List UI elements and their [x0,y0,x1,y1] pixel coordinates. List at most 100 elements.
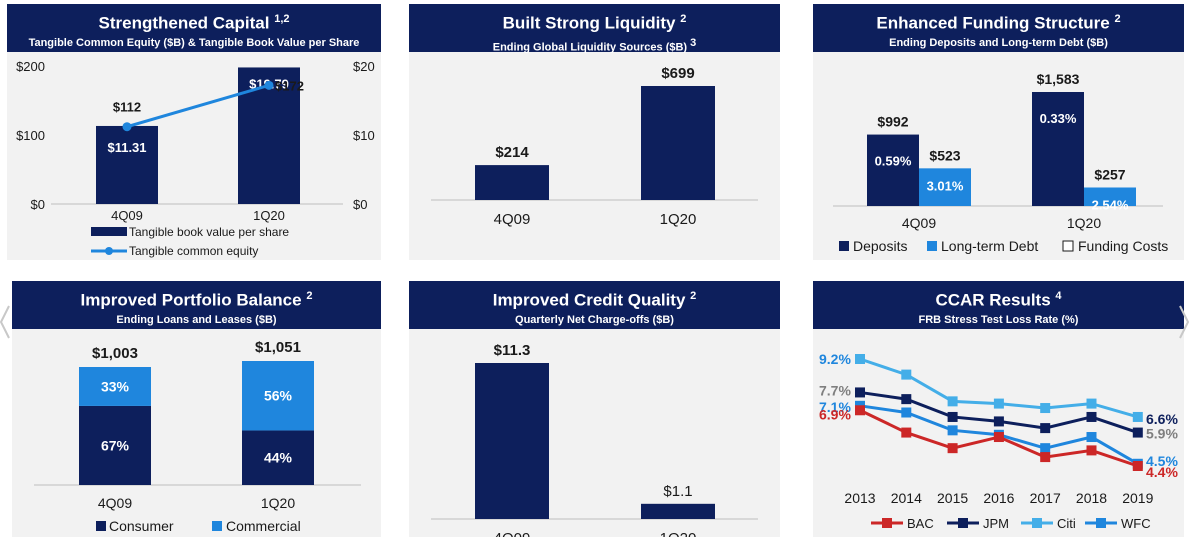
legend-label: JPM [983,516,1009,531]
legend-label: Consumer [109,518,174,534]
funding-chart: $992 0.59% $1,583 0.33% $523 3.01% $257 2.54% 4Q… [833,71,1168,254]
bar-deposits [1032,92,1084,206]
bar-commercial [79,367,151,406]
total-label: $1,051 [255,339,301,356]
bar-value-label: $992 [877,114,908,130]
liquidity-chart: $214 4Q09 $699 1Q20 [431,65,758,228]
segment-label: 44% [264,450,293,466]
panel-subtitle: Ending Loans and Leases ($B) [116,313,277,326]
marker-citi [1132,411,1143,422]
left-axis-tick: $200 [16,59,45,74]
bar-long-term-debt [1084,187,1136,206]
panel-title: CCAR Results [935,290,1051,310]
previous-slide-icon[interactable] [0,305,10,339]
series-line-tangible-common-equity [126,83,270,129]
panel-title: Enhanced Funding Structure [876,13,1110,33]
credit-chart: $11.3 4Q09 $1.1 1Q20 [431,342,758,537]
marker-wfc [1040,443,1051,454]
line-value-label: $172 [275,78,304,93]
legend-label: WFC [1121,516,1151,531]
panel-header: Built Strong Liquidity 2 Ending Global L… [409,4,780,54]
legend-swatch-consumer [96,521,106,531]
right-axis-tick: $0 [353,197,367,212]
panel-strengthened-capital: Strengthened Capital 1,2 Tangible Common… [7,4,381,260]
start-value-label: 7.1% [819,399,851,415]
footnote-ref: 2 [306,290,313,302]
legend-label: BAC [907,516,934,531]
x-tick-label: 1Q20 [660,211,697,228]
x-tick-label: 2019 [1122,490,1153,506]
legend-swatch-deposits [839,241,849,251]
footnote-ref: 2 [1114,13,1121,25]
footnote-ref: 4 [1055,290,1062,302]
panel-subtitle: FRB Stress Test Loss Rate (%) [918,313,1079,326]
marker-citi [1086,398,1097,409]
legend-swatch-commercial [212,521,222,531]
bar [475,363,549,519]
funding-cost-label: 0.33% [1040,111,1077,126]
marker-wfc [1086,432,1097,443]
x-tick-label: 2016 [983,490,1014,506]
end-value-label: 5.9% [1146,426,1178,442]
x-tick-label: 4Q09 [98,495,132,511]
panel-header: Enhanced Funding Structure 2 Ending Depo… [813,4,1184,52]
ccar-chart: 9.2% 6.6% 7.7% 5.9% 7.1% 4.5% 6.9% 4.4% 2013 2014… [819,351,1178,531]
marker-citi [947,396,958,407]
marker-bac [1132,461,1143,471]
next-slide-icon[interactable] [1179,305,1189,339]
marker-jpm [1132,427,1143,438]
legend-marker-jpm [958,518,968,528]
bar-value-label: $11.3 [494,342,531,359]
marker-jpm [947,411,958,422]
panel-title: Strengthened Capital [98,13,270,33]
x-tick-label: 1Q20 [1067,215,1101,231]
line-value-label: $112 [113,100,141,115]
panel-title: Improved Credit Quality [492,290,686,310]
marker-jpm [1040,423,1051,434]
x-tick-label: 2017 [1030,490,1061,506]
bar-value-label: $699 [661,65,694,82]
portfolio-chart: 67% 33% $1,003 4Q09 44% 56% $1,051 1Q20 Consumer… [34,339,361,534]
marker-citi [901,369,912,380]
bar-value-label: $214 [495,144,529,161]
panel-liquidity: Built Strong Liquidity 2 Ending Global L… [409,4,780,260]
panel-subtitle: Ending Deposits and Long-term Debt ($B) [889,36,1108,49]
legend-label: Deposits [853,238,907,254]
panel-subtitle: Tangible Common Equity ($B) & Tangible B… [28,36,360,49]
x-tick-label: 1Q20 [660,530,697,537]
marker-bac [993,432,1004,443]
marker-bac [1040,452,1051,463]
marker-wfc [901,407,912,418]
legend-label: Funding Costs [1078,238,1168,254]
panel-ccar-results: CCAR Results 4 FRB Stress Test Loss Rate… [813,281,1184,537]
bar-consumer [242,430,314,485]
legend-label: Tangible book value per share [129,225,289,239]
panel-subtitle: Ending Global Liquidity Sources ($B) [492,41,688,54]
marker-bac [901,427,912,438]
legend-label: Tangible common equity [129,244,258,258]
legend-label: Citi [1057,516,1076,531]
bar-value-label: $523 [929,147,960,163]
left-axis-tick: $100 [16,128,45,143]
bar-value-label: $257 [1094,166,1125,182]
start-value-label: 9.2% [819,351,851,367]
marker-jpm [855,387,865,398]
x-tick-label: 1Q20 [261,495,295,511]
right-axis-tick: $10 [353,128,375,143]
legend-marker-citi [1032,518,1042,528]
end-value-label: 4.5% [1146,453,1178,469]
footnote-ref: 1,2 [274,13,290,25]
left-axis-tick: $0 [31,197,45,212]
footnote-ref: 2 [680,13,687,25]
marker-citi [993,398,1004,409]
x-tick-label: 4Q09 [111,208,143,223]
end-value-label: 6.6% [1146,411,1178,427]
x-tick-label: 4Q09 [902,215,936,231]
marker-bac [855,405,865,416]
funding-cost-label: 2.54% [1092,197,1129,212]
x-tick-label: 2013 [844,490,875,506]
marker-bac [1086,445,1097,456]
bar-consumer [79,405,151,485]
x-tick-label: 2015 [937,490,968,506]
segment-label: 56% [264,388,293,404]
